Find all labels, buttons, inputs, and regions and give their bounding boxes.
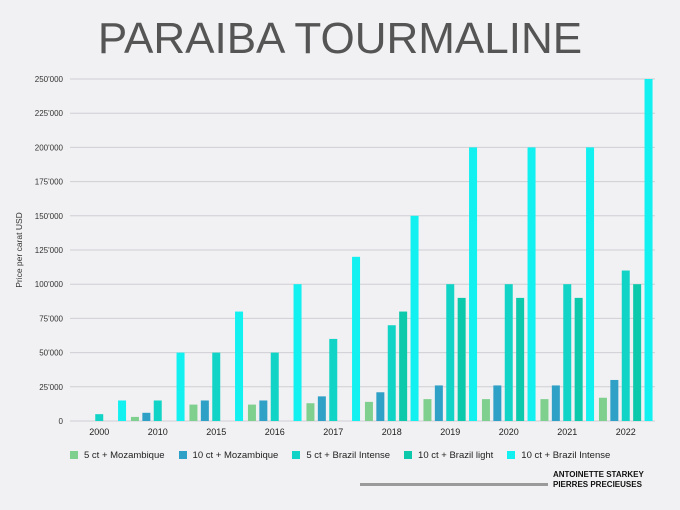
legend-label: 10 ct + Brazil light	[418, 449, 494, 461]
bar	[306, 403, 315, 421]
y-tick-label: 50'000	[39, 349, 63, 358]
bar	[118, 400, 127, 421]
brand-line-1: ANTOINETTE STARKEY	[553, 470, 644, 479]
y-tick-label: 175'000	[35, 178, 64, 187]
x-tick-label: 2018	[382, 427, 402, 437]
y-tick-label: 200'000	[35, 143, 64, 152]
brand-line-2: PIERRES PRECIEUSES	[553, 480, 642, 489]
bar	[317, 396, 326, 421]
bar	[176, 352, 185, 421]
legend-swatch	[70, 451, 78, 459]
y-axis-label: Price per carat USD	[14, 212, 24, 288]
legend-item: 10 ct + Brazil Intense	[507, 450, 610, 461]
bar	[504, 284, 513, 421]
bar	[364, 401, 373, 421]
y-tick-label: 75'000	[39, 314, 63, 323]
legend-label: 5 ct + Mozambique	[84, 449, 165, 461]
bar	[329, 338, 338, 421]
legend-swatch	[507, 451, 516, 459]
bar	[293, 284, 302, 421]
bar	[153, 400, 162, 421]
brand-logo: ANTOINETTE STARKEY PIERRES PRECIEUSES	[553, 470, 644, 490]
bar	[446, 284, 455, 421]
bar	[469, 147, 478, 421]
bar	[434, 385, 443, 421]
bar	[423, 399, 432, 421]
bar	[574, 297, 583, 421]
bar	[95, 414, 104, 421]
bar	[142, 412, 151, 421]
bar	[457, 297, 466, 421]
legend-item: 10 ct + Mozambique	[178, 449, 279, 461]
legend-item: 5 ct + Mozambique	[70, 450, 165, 461]
bar	[189, 404, 198, 421]
legend-swatch	[178, 451, 187, 459]
bar	[376, 392, 385, 421]
bar	[586, 147, 595, 421]
bar	[212, 352, 221, 421]
legend-label: 10 ct + Brazil Intense	[521, 449, 611, 461]
bar	[130, 416, 139, 421]
bar	[644, 79, 653, 421]
bar	[516, 297, 525, 421]
bar	[540, 399, 549, 421]
y-tick-label: 0	[59, 417, 64, 426]
x-tick-label: 2020	[499, 427, 519, 437]
bar	[387, 325, 396, 421]
bar	[270, 352, 279, 421]
bar	[621, 270, 630, 421]
bar	[259, 400, 268, 421]
bar	[481, 399, 490, 421]
legend-item: 10 ct + Brazil light	[404, 450, 493, 461]
bar	[551, 385, 560, 421]
x-tick-label: 2015	[206, 427, 226, 437]
legend-swatch	[404, 451, 413, 459]
y-tick-label: 250'000	[35, 75, 64, 84]
legend-label: 10 ct + Mozambique	[192, 449, 279, 461]
x-tick-label: 2021	[557, 427, 577, 437]
x-tick-label: 2000	[89, 427, 109, 437]
bar	[235, 311, 244, 421]
y-tick-label: 225'000	[35, 109, 64, 118]
bar	[247, 404, 256, 421]
bar	[493, 385, 502, 421]
bar	[399, 311, 408, 421]
y-tick-label: 100'000	[35, 280, 64, 289]
legend: 5 ct + Mozambique 10 ct + Mozambique 5 ct …	[70, 447, 624, 463]
x-tick-label: 2010	[148, 427, 168, 437]
y-tick-label: 150'000	[35, 212, 64, 221]
x-tick-label: 2019	[440, 427, 460, 437]
chart-title: PARAIBA TOURMALINE	[97, 14, 583, 63]
bar	[633, 284, 642, 421]
x-tick-label: 2016	[265, 427, 285, 437]
y-tick-label: 25'000	[39, 383, 63, 392]
bar	[352, 256, 361, 421]
bar	[410, 215, 419, 421]
bar	[563, 284, 572, 421]
legend-swatch	[292, 451, 301, 459]
bar	[527, 147, 536, 421]
legend-item: 5 ct + Brazil Intense	[292, 450, 390, 461]
bar	[610, 379, 619, 421]
bar	[598, 397, 607, 421]
brand-divider	[360, 483, 548, 486]
x-tick-label: 2017	[323, 427, 343, 437]
bar	[200, 400, 209, 421]
legend-label: 5 ct + Brazil Intense	[306, 449, 391, 461]
y-tick-label: 125'000	[35, 246, 64, 255]
x-tick-label: 2022	[616, 427, 636, 437]
